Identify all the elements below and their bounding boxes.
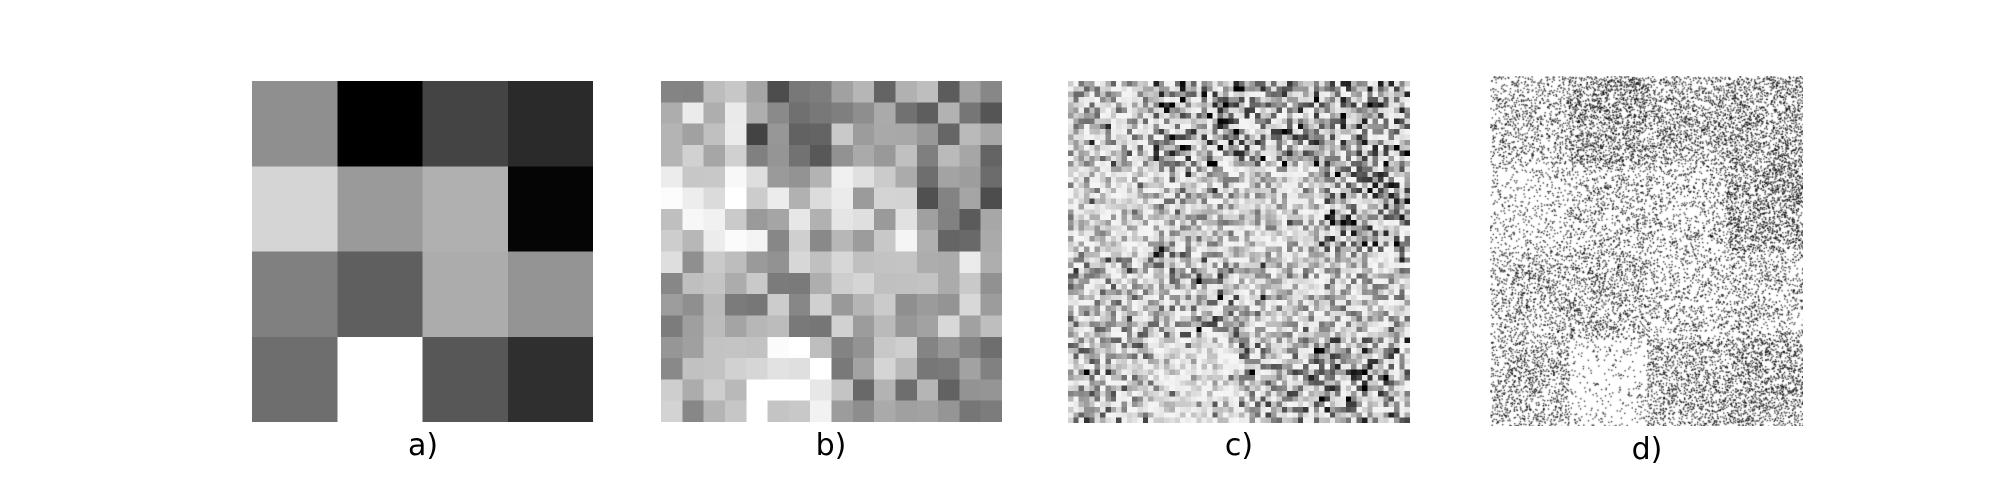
panel-c-image <box>1068 81 1410 423</box>
panel-c-caption: c) <box>1224 428 1254 463</box>
panel-a-caption: a) <box>407 428 439 463</box>
panel-b-caption: b) <box>815 428 847 463</box>
panel-d-caption: d) <box>1631 432 1663 467</box>
panel-d-stipple <box>1490 76 1803 426</box>
panel-a-image <box>252 81 593 422</box>
panel-b-image <box>661 81 1002 422</box>
